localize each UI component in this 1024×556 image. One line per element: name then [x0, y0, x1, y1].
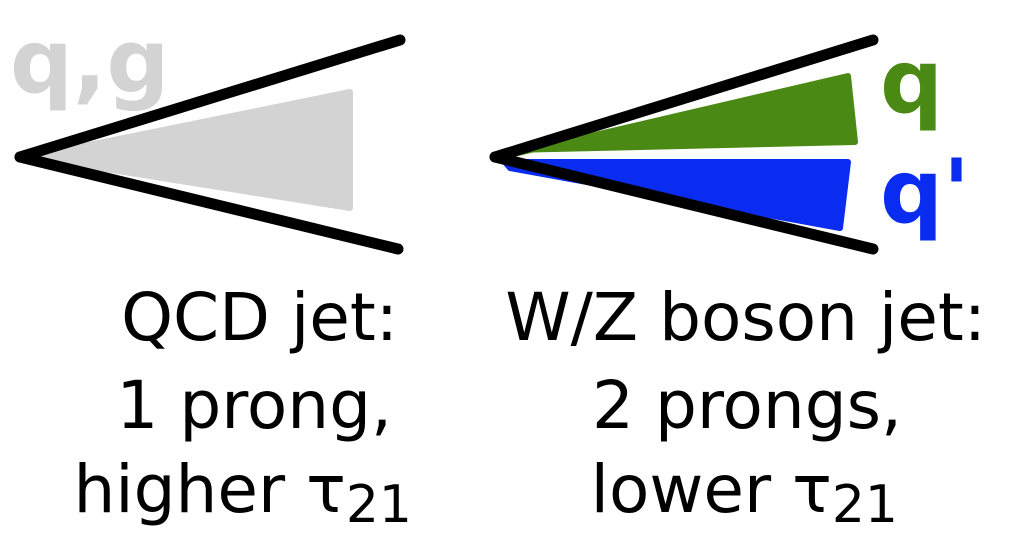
qcd-caption-line2: 1 prong, [116, 367, 392, 444]
boson-tau-symbol: τ [792, 451, 832, 528]
qcd-parton-label: q,g [10, 10, 169, 113]
qcd-caption: QCD jet: 1 prong, higher τ21 [73, 279, 412, 535]
qcd-jet-group: q,g [10, 10, 406, 255]
qcd-caption-line3-text: higher [73, 451, 306, 528]
quark-prong [502, 73, 858, 159]
antiquark-label: q' [880, 140, 970, 243]
boson-caption-line3: lower τ21 [591, 451, 898, 535]
boson-tau-subscript: 21 [832, 475, 898, 535]
qcd-caption-line1: QCD jet: [121, 279, 398, 356]
quark-label: q [880, 30, 943, 133]
qcd-caption-line3: higher τ21 [73, 451, 412, 535]
qcd-tau-subscript: 21 [346, 475, 412, 535]
qcd-tau-symbol: τ [306, 451, 346, 528]
boson-caption-line3-text: lower [591, 451, 792, 528]
boson-caption-line2: 2 prongs, [592, 367, 902, 444]
boson-cone-upper-edge [489, 34, 879, 163]
boson-caption-line1: W/Z boson jet: [505, 279, 986, 356]
qcd-single-prong [27, 89, 353, 211]
boson-jet-group: q q' [489, 30, 970, 255]
qcd-cone-upper-edge [14, 34, 406, 163]
boson-cone-lower-edge [489, 151, 879, 255]
boson-caption: W/Z boson jet: 2 prongs, lower τ21 [505, 279, 986, 535]
qcd-cone-lower-edge [14, 151, 404, 255]
